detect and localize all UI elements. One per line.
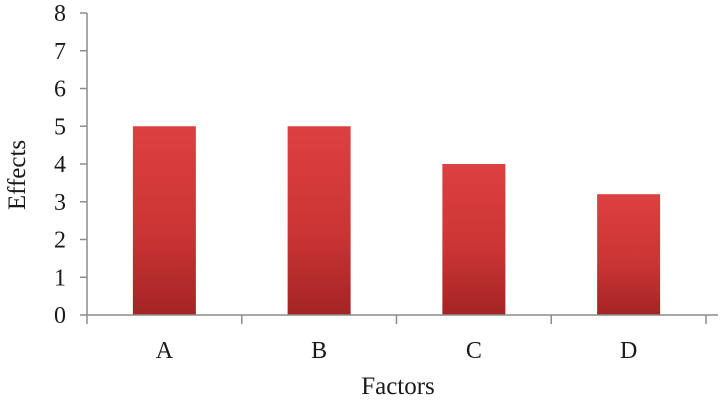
x-tick-label: B <box>311 338 327 364</box>
y-tick-label: 1 <box>54 265 66 291</box>
y-tick-label: 2 <box>54 228 66 254</box>
y-tick-label: 4 <box>54 152 66 178</box>
x-tick-label: C <box>466 338 482 364</box>
y-tick-label: 5 <box>54 114 66 140</box>
x-axis-ticks: A B C D <box>86 315 707 364</box>
y-tick-label: 3 <box>54 190 66 216</box>
x-tick-label: A <box>156 338 174 364</box>
bar-c <box>442 164 506 315</box>
y-tick-label: 7 <box>54 39 66 65</box>
y-tick-label: 0 <box>54 303 66 329</box>
y-axis-title: Effects <box>4 140 31 210</box>
y-axis-ticks: 0 1 2 3 4 5 6 7 8 <box>54 1 87 329</box>
bar-d <box>597 194 661 315</box>
bars <box>132 126 661 315</box>
x-axis-title: Factors <box>361 373 435 400</box>
x-tick-label: D <box>620 338 637 364</box>
bar-a <box>132 126 196 315</box>
y-tick-label: 6 <box>54 77 66 103</box>
y-tick-label: 8 <box>54 1 66 27</box>
bar-b <box>287 126 351 315</box>
